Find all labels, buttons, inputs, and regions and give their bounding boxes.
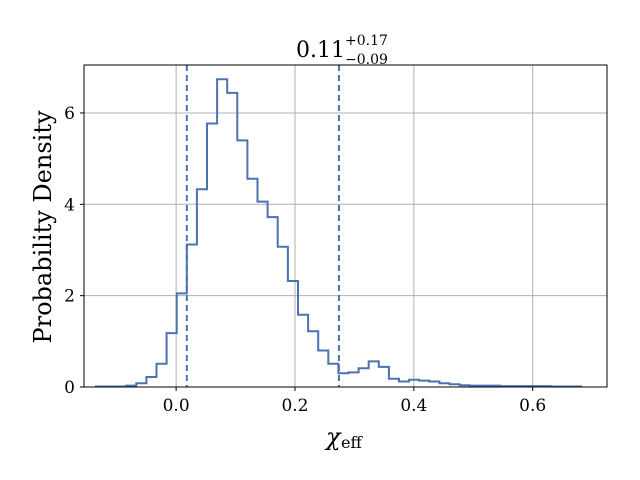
series [94,65,582,388]
x-axis-label-symbol: χ [324,423,342,451]
plot-frame [83,64,608,388]
y-tick-label: 2 [64,287,75,307]
y-tick-label: 4 [64,195,75,215]
x-tick-label: 0.2 [281,396,308,416]
x-tick-label: 0.0 [163,396,190,416]
grid [84,65,607,388]
x-axis-label-subscript: eff [341,433,363,452]
x-tick-label: 0.6 [519,396,546,416]
ticks: 0.0 0.2 0.4 0.6 0 2 4 6 [64,104,546,416]
x-tick-label: 0.4 [400,396,427,416]
y-tick-label: 0 [64,378,75,398]
chart-title-lower: −0.09 [345,52,388,68]
chart-title-upper: +0.17 [345,33,388,49]
chart-title-value: 0.11 [296,38,345,63]
y-axis-label: Probability Density [29,110,57,344]
y-tick-label: 6 [64,104,75,124]
histogram-step-line [94,78,582,388]
